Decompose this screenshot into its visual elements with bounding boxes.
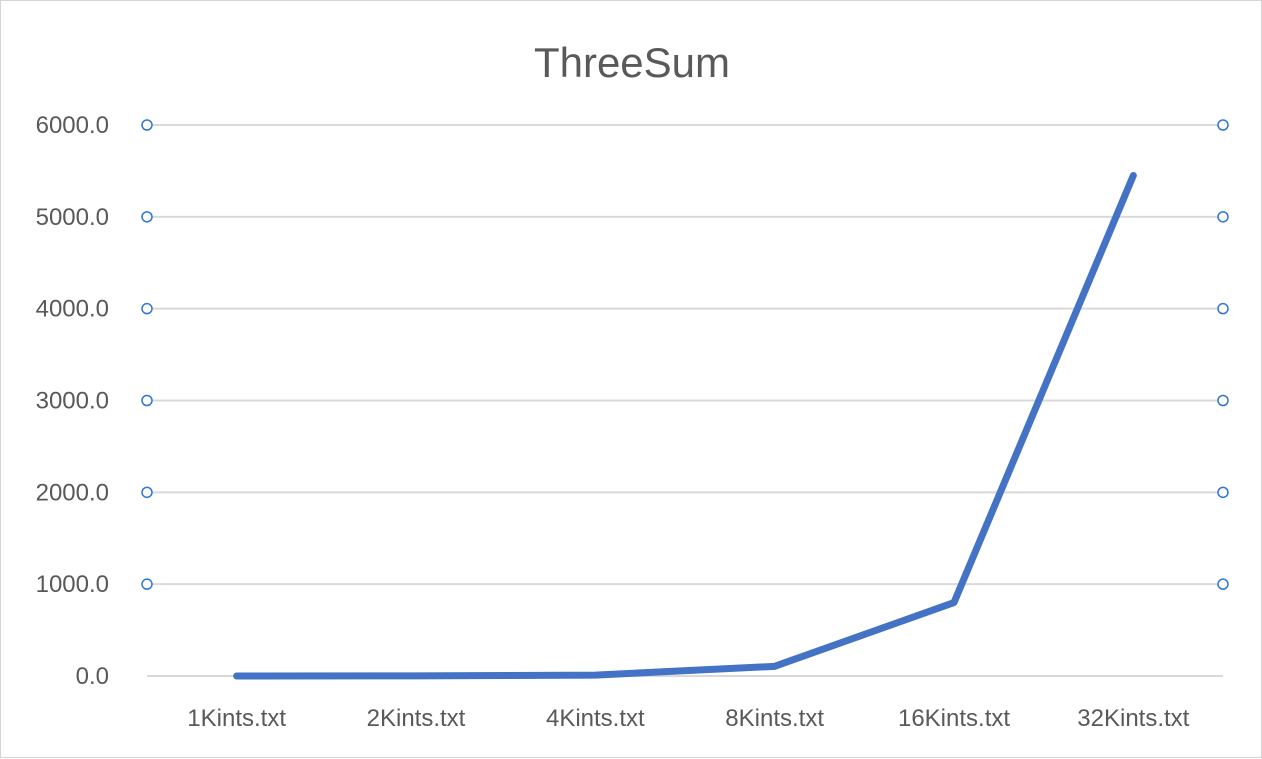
y-tick-label: 2000.0 xyxy=(36,479,109,506)
y-tick-label: 5000.0 xyxy=(36,204,109,231)
x-tick-label: 32Kints.txt xyxy=(1077,705,1189,732)
right-handle[interactable] xyxy=(1217,394,1229,407)
left-handle[interactable] xyxy=(141,211,153,223)
y-tick-label: 0.0 xyxy=(76,663,109,690)
y-tick-label: 1000.0 xyxy=(36,571,109,598)
right-handle[interactable] xyxy=(1217,302,1229,315)
right-handle[interactable] xyxy=(1217,578,1229,590)
left-handle[interactable] xyxy=(141,578,153,590)
x-tick-label: 16Kints.txt xyxy=(898,705,1010,732)
x-axis-ticks: 1Kints.txt 2Kints.txt 4Kints.txt 8Kints.txt… xyxy=(187,705,1189,732)
chart-title: ThreeSum xyxy=(533,39,731,86)
right-handle[interactable] xyxy=(1217,211,1229,223)
left-handle[interactable] xyxy=(141,302,153,315)
y-tick-label: 4000.0 xyxy=(36,296,109,323)
x-tick-label: 1Kints.txt xyxy=(187,705,286,732)
y-tick-label: 6000.0 xyxy=(36,112,109,139)
selection-handles[interactable] xyxy=(141,119,1229,590)
series-line xyxy=(233,172,1137,680)
gridlines xyxy=(147,124,1223,677)
left-handle[interactable] xyxy=(141,394,153,407)
x-tick-label: 4Kints.txt xyxy=(546,705,645,732)
y-tick-label: 3000.0 xyxy=(36,388,109,415)
x-tick-label: 2Kints.txt xyxy=(367,705,466,732)
series-lines xyxy=(233,172,1137,680)
x-tick-label: 8Kints.txt xyxy=(725,705,824,732)
right-handle[interactable] xyxy=(1217,486,1229,499)
left-handle[interactable] xyxy=(141,119,153,131)
y-axis-ticks: 0.0 1000.0 2000.0 3000.0 4000.0 5000.0 6000.0 xyxy=(36,112,109,690)
right-handle[interactable] xyxy=(1217,119,1229,131)
left-handle[interactable] xyxy=(141,486,153,499)
